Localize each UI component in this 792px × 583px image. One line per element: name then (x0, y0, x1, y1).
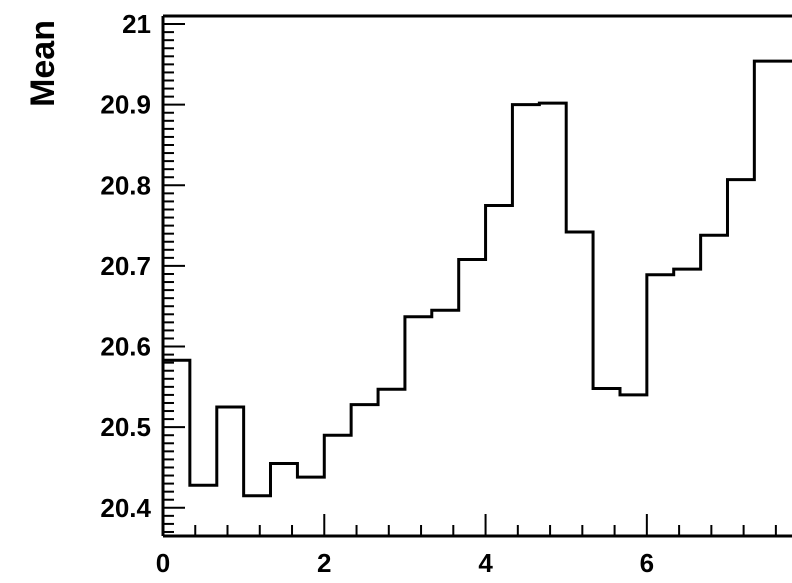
x-tick-label: 2 (317, 548, 331, 578)
y-tick-label: 21 (122, 9, 151, 39)
y-tick-label: 20.9 (100, 90, 151, 120)
y-tick-label: 20.4 (100, 493, 151, 523)
x-axis-ticks (162, 514, 777, 536)
y-axis-title: Mean (24, 20, 62, 107)
y-tick-label: 20.8 (100, 170, 151, 200)
x-tick-label: 6 (640, 548, 654, 578)
x-tick-label: 4 (478, 548, 493, 578)
plot-frame (161, 14, 792, 538)
y-axis-tick-labels: 20.4 20.5 20.6 20.7 20.8 20.9 21 (100, 9, 151, 523)
y-tick-label: 20.5 (100, 412, 151, 442)
y-axis-ticks (163, 15, 185, 533)
y-tick-label: 20.6 (100, 332, 151, 362)
x-tick-label: 0 (156, 548, 170, 578)
x-axis-tick-labels: 0 2 4 6 (156, 548, 654, 578)
histogram-series-line (163, 59, 792, 498)
y-tick-label: 20.7 (100, 251, 151, 281)
